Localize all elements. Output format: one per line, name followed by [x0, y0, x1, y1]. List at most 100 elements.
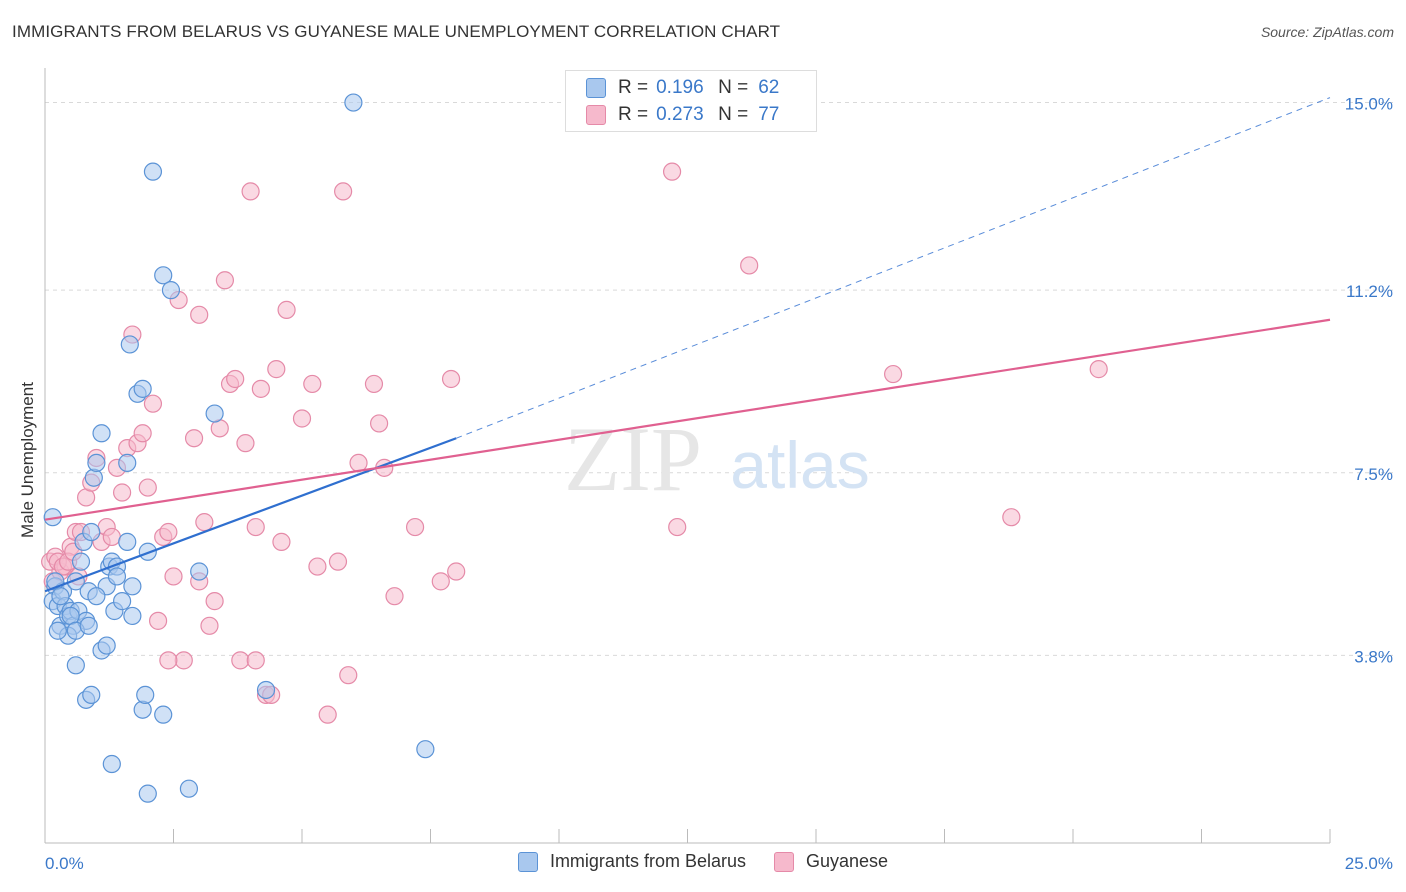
legend-swatch-belarus	[517, 851, 538, 872]
legend-n-value-guyanese: 77	[758, 104, 780, 125]
guyanese-point	[184, 429, 204, 448]
belarus-point	[102, 754, 121, 774]
guyanese-point	[102, 527, 121, 547]
legend-label-guyanese: Guyanese	[806, 851, 889, 871]
watermark: ZIP atlas	[564, 408, 870, 510]
guyanese-point	[339, 666, 358, 685]
belarus-point	[136, 685, 155, 705]
guyanese-point	[200, 616, 219, 635]
legend-r-label: R =	[618, 77, 649, 98]
belarus-point	[118, 453, 137, 473]
belarus-point	[205, 404, 224, 423]
legend-r-value-belarus: 0.196	[656, 77, 704, 98]
belarus-point	[138, 542, 157, 561]
guyanese-point	[251, 379, 270, 398]
guyanese-point	[662, 162, 682, 181]
guyanese-point	[308, 557, 327, 576]
guyanese-point	[226, 369, 245, 389]
guyanese-point	[246, 651, 265, 670]
belarus-point	[123, 577, 142, 596]
guyanese-point	[241, 182, 260, 201]
belarus-point	[66, 656, 85, 675]
guyanese-point	[1002, 508, 1021, 527]
belarus-point	[154, 266, 173, 285]
guyanese-point	[883, 364, 903, 384]
belarus-trend-line	[456, 97, 1331, 439]
legend-n-label: N =	[718, 77, 749, 98]
watermark-zip: ZIP	[564, 408, 702, 510]
guyanese-point	[148, 611, 168, 630]
guyanese-point	[740, 256, 759, 275]
guyanese-trend-line	[44, 318, 1331, 521]
legend-item-guyanese[interactable]: Guyanese	[774, 851, 888, 872]
guyanese-point	[205, 592, 224, 611]
guyanese-point	[143, 394, 163, 413]
source-attribution: Source: ZipAtlas.com	[1260, 24, 1394, 40]
guyanese-point	[159, 522, 178, 542]
x-tick-label: 0.0%	[45, 854, 84, 873]
legend-swatch-guyanese	[586, 105, 606, 125]
legend-label-belarus: Immigrants from Belarus	[549, 851, 746, 871]
legend-swatch-belarus	[586, 78, 606, 98]
belarus-point	[133, 379, 152, 398]
belarus-point	[344, 93, 363, 112]
guyanese-point	[133, 424, 152, 443]
guyanese-point	[164, 567, 183, 586]
belarus-point	[120, 335, 139, 354]
belarus-point	[107, 567, 127, 586]
y-tick-label: 11.2%	[1346, 282, 1393, 301]
y-tick-label: 3.8%	[1354, 647, 1393, 666]
guyanese-point	[195, 513, 214, 532]
guyanese-point	[303, 374, 322, 394]
belarus-point	[256, 680, 276, 700]
guyanese-point	[190, 305, 209, 324]
belarus-point	[416, 740, 435, 759]
guyanese-point	[272, 532, 291, 551]
legend-row-belarus: R = 0.196 N = 62	[586, 77, 779, 99]
guyanese-point	[1089, 360, 1108, 379]
belarus-point	[179, 779, 199, 798]
guyanese-point	[385, 587, 404, 606]
tick-labels: 3.8% 7.5% 11.2% 15.0% 0.0% 25.0%	[45, 95, 1393, 873]
guyanese-point	[138, 478, 157, 497]
watermark-atlas: atlas	[730, 428, 869, 502]
legend-item-belarus[interactable]: Immigrants from Belarus	[517, 851, 746, 872]
guyanese-point	[364, 374, 384, 394]
axes	[44, 68, 1331, 844]
belarus-point	[154, 705, 173, 724]
legend-r-label: R =	[618, 104, 649, 125]
guyanese-point	[328, 552, 348, 571]
y-tick-label: 7.5%	[1354, 465, 1393, 484]
belarus-trend-line	[44, 437, 457, 593]
guyanese-point	[236, 434, 255, 453]
belarus-point	[190, 562, 209, 581]
y-tick-label: 15.0%	[1345, 95, 1393, 114]
belarus-point	[79, 616, 98, 635]
belarus-point	[87, 587, 106, 606]
guyanese-point	[318, 705, 337, 724]
guyanese-point	[447, 562, 466, 581]
guyanese-point	[292, 409, 312, 428]
belarus-point	[97, 636, 116, 655]
guyanese-point	[159, 651, 178, 670]
belarus-point	[133, 700, 152, 719]
belarus-point	[82, 685, 101, 705]
x-tick-label: 25.0%	[1345, 854, 1393, 873]
correlation-legend: R = 0.196 N = 62 R = 0.273 N = 77	[565, 70, 817, 132]
belarus-point	[92, 424, 111, 443]
guyanese-point	[668, 517, 687, 537]
guyanese-point	[405, 517, 425, 537]
legend-row-guyanese: R = 0.273 N = 77	[586, 104, 779, 126]
trend-lines	[44, 97, 1331, 593]
belarus-point	[143, 162, 163, 181]
belarus-point	[84, 468, 103, 487]
belarus-point	[51, 587, 70, 606]
belarus-point	[82, 522, 101, 542]
guyanese-point	[267, 360, 286, 379]
chart-title: IMMIGRANTS FROM BELARUS VS GUYANESE MALE…	[12, 22, 781, 41]
guyanese-point	[215, 271, 234, 290]
belarus-point	[161, 281, 181, 300]
legend-r-value-guyanese: 0.273	[656, 104, 704, 125]
guyanese-point	[277, 300, 296, 319]
